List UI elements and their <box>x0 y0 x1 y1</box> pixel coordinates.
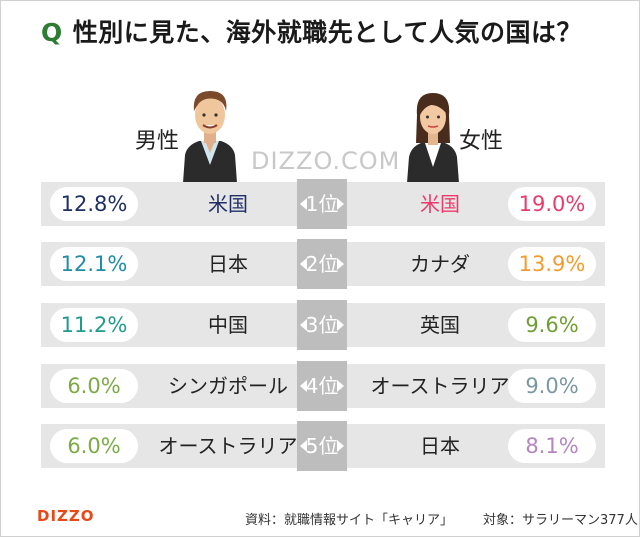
arrow-left-icon <box>300 198 307 210</box>
male-country: 日本 <box>208 252 248 276</box>
arrow-left-icon <box>300 258 307 270</box>
female-country: オーストラリア <box>370 374 510 398</box>
page-title: Q 性別に見た、海外就職先として人気の国は？ <box>41 13 582 49</box>
arrow-right-icon <box>337 258 344 270</box>
table-row: 12.1% 日本 2位 カナダ 13.9% <box>41 239 605 289</box>
female-percent: 9.0% <box>508 369 596 403</box>
female-avatar-icon <box>407 93 459 183</box>
arrow-left-icon <box>300 380 307 392</box>
female-percent: 13.9% <box>508 247 596 281</box>
rank-label: 3位 <box>305 313 339 337</box>
title-text: 性別に見た、海外就職先として人気の国は？ <box>72 18 583 47</box>
male-country: シンガポール <box>168 374 288 398</box>
arrow-left-icon <box>300 440 307 452</box>
female-country: カナダ <box>410 252 470 276</box>
rank-label: 1位 <box>305 192 339 216</box>
female-country: 日本 <box>420 434 460 458</box>
male-country: オーストラリア <box>158 434 298 458</box>
male-label: 男性 <box>135 129 180 154</box>
arrow-right-icon <box>337 440 344 452</box>
female-label: 女性 <box>459 129 504 154</box>
male-percent: 11.2% <box>50 308 138 342</box>
male-percent: 12.8% <box>50 187 138 221</box>
male-country: 米国 <box>208 192 248 216</box>
table-row: 6.0% オーストラリア 5位 日本 8.1% <box>41 421 605 471</box>
female-percent: 8.1% <box>508 429 596 463</box>
target-text: 対象：サラリーマン377人 <box>483 513 638 528</box>
rank-badge: 3位 <box>297 300 347 350</box>
male-avatar-icon <box>183 91 237 183</box>
female-percent: 19.0% <box>508 187 596 221</box>
rank-badge: 2位 <box>297 239 347 289</box>
female-country: 米国 <box>420 192 460 216</box>
question-mark: Q <box>41 18 63 47</box>
footer-logo: DIZZO <box>37 507 95 525</box>
arrow-right-icon <box>337 198 344 210</box>
male-percent: 6.0% <box>50 429 138 463</box>
rank-label: 5位 <box>305 434 339 458</box>
source-text: 資料：就職情報サイト「キャリア」 <box>245 513 454 528</box>
table-row: 12.8% 米国 1位 米国 19.0% <box>41 179 605 229</box>
female-country: 英国 <box>420 313 460 337</box>
rank-badge: 4位 <box>297 361 347 411</box>
rank-badge: 1位 <box>297 179 347 229</box>
watermark: DIZZO.COM <box>251 147 401 175</box>
arrow-left-icon <box>300 319 307 331</box>
table-row: 11.2% 中国 3位 英国 9.6% <box>41 300 605 350</box>
female-percent: 9.6% <box>508 308 596 342</box>
table-row: 6.0% シンガポール 4位 オーストラリア 9.0% <box>41 361 605 411</box>
male-country: 中国 <box>208 313 248 337</box>
male-percent: 6.0% <box>50 369 138 403</box>
male-percent: 12.1% <box>50 247 138 281</box>
rank-badge: 5位 <box>297 421 347 471</box>
arrow-right-icon <box>337 319 344 331</box>
source-note: 資料：就職情報サイト「キャリア」 対象：サラリーマン377人 <box>245 509 639 528</box>
arrow-right-icon <box>337 380 344 392</box>
rank-label: 2位 <box>305 252 339 276</box>
rank-label: 4位 <box>305 374 339 398</box>
